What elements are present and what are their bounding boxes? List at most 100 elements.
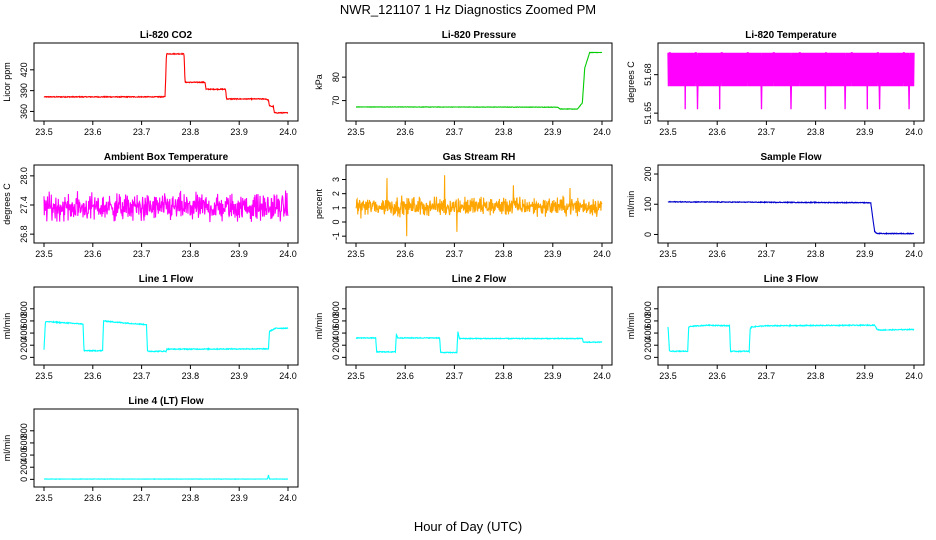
plot-frame (657, 286, 925, 366)
y-tick-label: 2 (331, 191, 341, 196)
x-tick-label: 23.8 (182, 127, 200, 137)
x-tick-label: 23.5 (35, 371, 53, 381)
x-tick-label: 23.5 (35, 249, 53, 259)
panel-3: Li-820 Temperature 23.5 23.6 23.7 23.8 23.9 24… (626, 30, 925, 137)
panel-title: Sample Flow (760, 152, 821, 163)
x-tick-label: 23.9 (544, 127, 562, 137)
panel-title: Li-820 Temperature (745, 30, 837, 41)
y-axis-label: ml/min (2, 435, 12, 462)
series-line (355, 175, 603, 237)
x-tick-label: 24.0 (593, 371, 611, 381)
y-tick-label: 600 (643, 313, 653, 328)
x-tick-label: 23.7 (758, 371, 776, 381)
y-tick-label: 0 (19, 355, 29, 360)
x-tick-label: 23.5 (347, 127, 365, 137)
x-tick-label: 24.0 (279, 371, 297, 381)
panel-title: Li-820 CO2 (140, 30, 193, 41)
y-tick-label: 0 (643, 232, 653, 237)
x-tick-label: 23.6 (84, 371, 102, 381)
x-tick-label: 23.5 (659, 371, 677, 381)
plot-frame (345, 286, 613, 366)
plot-frame (657, 164, 925, 244)
x-tick-label: 23.5 (35, 493, 53, 503)
y-axis-label: Licor ppm (2, 62, 12, 102)
x-tick-label: 23.9 (230, 493, 248, 503)
x-tick-label: 24.0 (279, 249, 297, 259)
y-tick-label: -1 (331, 232, 341, 240)
x-tick-label: 23.8 (495, 249, 513, 259)
panel-2: Li-820 Pressure 23.5 23.6 23.7 23.8 23.9 24.0 7… (314, 30, 613, 137)
y-tick-label: 26.8 (19, 225, 29, 243)
panel-title: Line 1 Flow (139, 274, 194, 285)
x-tick-label: 23.9 (856, 249, 874, 259)
y-tick-label: 420 (19, 62, 29, 77)
y-tick-label: 600 (331, 313, 341, 328)
plot-frame (33, 42, 299, 122)
x-tick-label: 23.8 (807, 249, 825, 259)
series-line (43, 474, 288, 480)
panel-1: Li-820 CO2 23.5 23.6 23.7 23.8 23.9 24.0 360 390… (2, 30, 299, 137)
series-line (667, 52, 915, 110)
plot-frame (345, 164, 613, 244)
x-tick-label: 23.5 (347, 249, 365, 259)
y-tick-label: 51.68 (643, 63, 653, 86)
x-tick-label: 23.9 (230, 371, 248, 381)
series-line (667, 200, 915, 235)
x-tick-label: 24.0 (905, 127, 923, 137)
panels: Li-820 CO2 23.5 23.6 23.7 23.8 23.9 24.0 360 390… (2, 30, 925, 503)
y-tick-label: 800 (643, 301, 653, 316)
x-tick-label: 23.8 (182, 371, 200, 381)
y-tick-label: 800 (331, 301, 341, 316)
y-tick-label: 390 (19, 83, 29, 98)
x-tick-label: 23.7 (758, 249, 776, 259)
x-tick-label: 23.7 (758, 127, 776, 137)
panel-4: Ambient Box Temperature 23.5 23.6 23.7 23.8 2… (2, 152, 299, 259)
y-tick-label: 0 (331, 219, 341, 224)
x-tick-label: 23.9 (230, 249, 248, 259)
y-axis-label: ml/min (626, 313, 636, 340)
x-tick-label: 24.0 (905, 371, 923, 381)
x-tick-label: 23.5 (659, 249, 677, 259)
panel-title: Ambient Box Temperature (104, 152, 229, 163)
plot-frame (33, 408, 299, 488)
x-tick-label: 23.8 (807, 371, 825, 381)
y-tick-label: 80 (331, 72, 341, 82)
y-tick-label: 0 (19, 477, 29, 482)
series-line (355, 331, 603, 354)
y-axis-label: ml/min (314, 313, 324, 340)
x-tick-label: 23.6 (708, 371, 726, 381)
x-tick-label: 23.6 (396, 127, 414, 137)
x-tick-label: 23.8 (495, 371, 513, 381)
y-axis-label: ml/min (626, 191, 636, 218)
y-tick-label: 200 (643, 167, 653, 182)
y-tick-label: 360 (19, 104, 29, 119)
y-tick-label: 200 (643, 338, 653, 353)
panel-title: Line 2 Flow (452, 274, 507, 285)
y-axis-label: degrees C (626, 61, 636, 103)
x-tick-label: 23.7 (133, 493, 151, 503)
page-title: NWR_121107 1 Hz Diagnostics Zoomed PM (340, 2, 596, 17)
x-tick-label: 23.6 (396, 249, 414, 259)
x-tick-label: 24.0 (905, 249, 923, 259)
y-tick-label: 800 (19, 301, 29, 316)
x-tick-label: 23.6 (84, 249, 102, 259)
y-tick-label: 600 (19, 435, 29, 450)
y-tick-label: 3 (331, 177, 341, 182)
x-tick-label: 23.6 (708, 249, 726, 259)
panel-title: Line 3 Flow (764, 274, 819, 285)
x-tick-label: 23.8 (182, 249, 200, 259)
series-line (43, 319, 289, 353)
x-tick-label: 23.7 (133, 127, 151, 137)
panel-8: Line 2 Flow 23.5 23.6 23.7 23.8 23.9 24.0 0 2004… (314, 274, 613, 381)
x-tick-label: 23.7 (133, 249, 151, 259)
x-tick-label: 23.6 (84, 127, 102, 137)
y-tick-label: 1 (331, 205, 341, 210)
plot-frame (345, 42, 613, 122)
series-line (356, 51, 603, 110)
y-tick-label: 0 (331, 355, 341, 360)
y-tick-label: 28.0 (19, 167, 29, 185)
y-tick-label: 400 (19, 448, 29, 463)
series-line (43, 52, 289, 115)
panel-title: Li-820 Pressure (442, 30, 517, 41)
